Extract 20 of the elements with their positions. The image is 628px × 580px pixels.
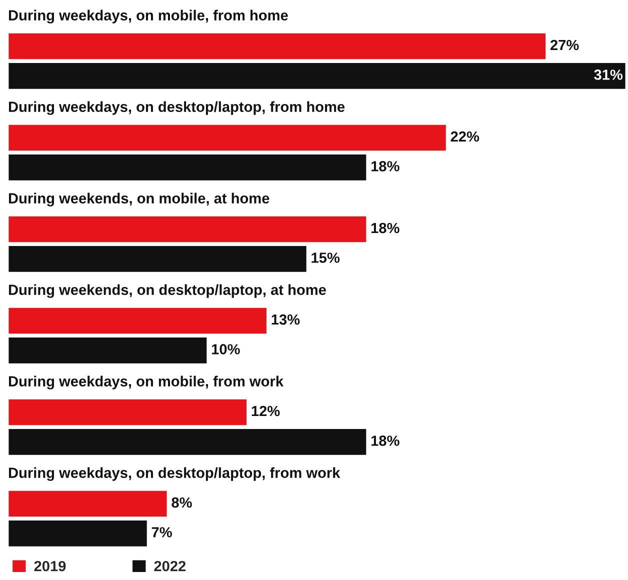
legend-label: 2022 (154, 560, 186, 572)
data-label: 31% (594, 70, 623, 80)
data-label: 18% (371, 222, 400, 234)
data-label: 27% (550, 40, 579, 50)
data-label: 18% (371, 436, 400, 446)
data-label: 10% (212, 344, 240, 354)
y-tick-label: During weekdays, on mobile, from work (8, 376, 284, 390)
data-label: 18% (371, 161, 400, 172)
y-tick-label: During weekdays, on desktop/laptop, from home (8, 101, 345, 115)
data-label: 22% (450, 131, 480, 142)
data-label: 8% (172, 497, 192, 508)
y-tick-label: During weekends, on mobile, at home (8, 192, 270, 206)
data-label: 12% (252, 406, 280, 416)
data-label: 7% (152, 527, 172, 538)
y-tick-label: During weekdays, on desktop/laptop, from work (8, 467, 340, 481)
y-tick-label: During weekends, on desktop/laptop, at home (8, 284, 326, 298)
data-label: 15% (312, 252, 340, 263)
y-tick-label: During weekdays, on mobile, from home (8, 10, 288, 24)
data-label: 13% (272, 314, 300, 325)
legend-label: 2019 (34, 560, 66, 572)
